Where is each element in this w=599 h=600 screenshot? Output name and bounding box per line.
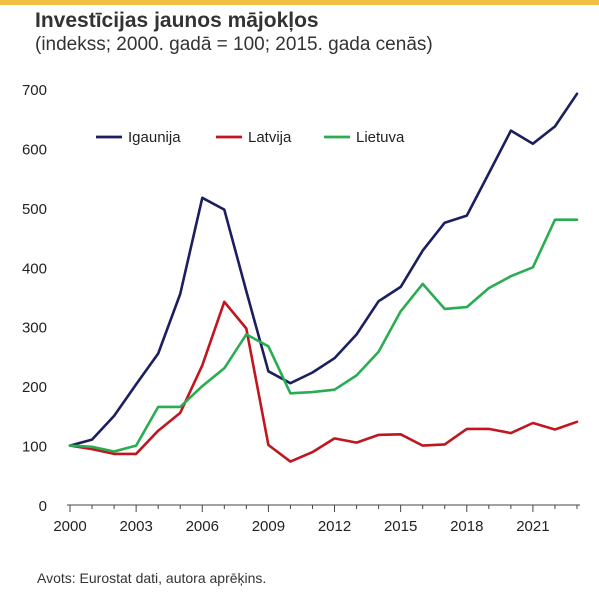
- x-axis: 2000 2003 2006 2009 2012 2015 2018 2021: [53, 504, 580, 535]
- x-tick-label: 2006: [186, 518, 219, 535]
- y-tick-label: 0: [39, 498, 47, 515]
- y-tick-label: 600: [22, 141, 47, 158]
- chart-title: Investīcijas jaunos mājokļos: [35, 9, 319, 32]
- series-line-latvija: [68, 300, 579, 463]
- legend-label-igaunija: Igaunija: [128, 129, 181, 146]
- x-tick-label: 2009: [252, 518, 285, 535]
- y-tick-label: 400: [22, 260, 47, 277]
- top-accent-bar: [0, 0, 599, 5]
- y-tick-label: 500: [22, 201, 47, 218]
- y-tick-label: 200: [22, 379, 47, 396]
- chart-subtitle: (indekss; 2000. gadā = 100; 2015. gada c…: [35, 34, 433, 55]
- series-line-igaunija: [68, 92, 579, 447]
- y-tick-label: 100: [22, 439, 47, 456]
- x-tick-label: 2003: [119, 518, 152, 535]
- legend: Igaunija Latvija Lietuva: [96, 129, 405, 146]
- x-tick-label: 2015: [384, 518, 417, 535]
- series-line-lietuva: [68, 218, 579, 453]
- legend-label-lietuva: Lietuva: [356, 129, 405, 146]
- x-tick-label: 2018: [450, 518, 483, 535]
- x-tick-label: 2021: [516, 518, 549, 535]
- legend-label-latvija: Latvija: [248, 129, 292, 146]
- y-tick-label: 700: [22, 82, 47, 99]
- y-axis-ticks: 0 100 200 300 400 500 600 700: [22, 82, 47, 515]
- series-lines: [68, 92, 579, 463]
- y-tick-label: 300: [22, 320, 47, 337]
- x-tick-label: 2012: [318, 518, 351, 535]
- source-note: Avots: Eurostat dati, autora aprēķins.: [37, 570, 267, 586]
- x-tick-label: 2000: [53, 518, 86, 535]
